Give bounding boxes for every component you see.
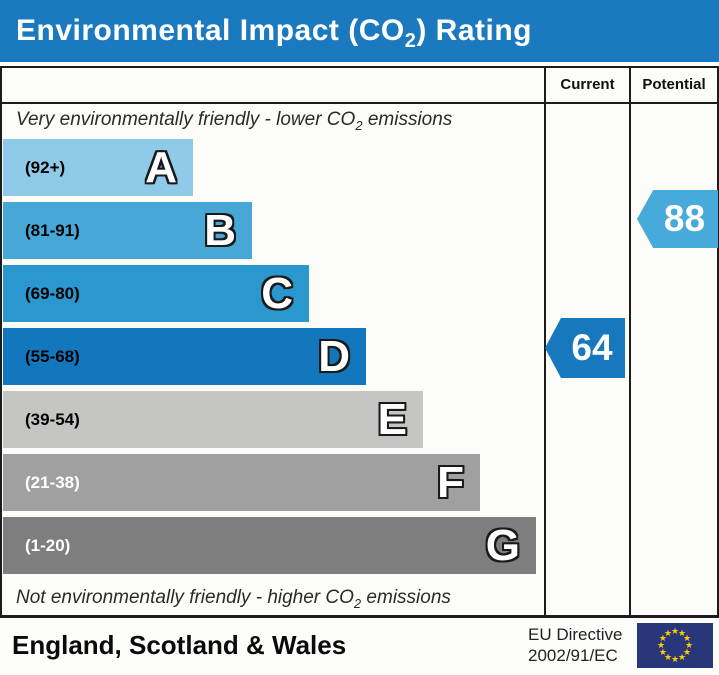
svg-text:★: ★ (657, 641, 665, 651)
band-letter-g: G (485, 521, 520, 570)
chart-title-bar: Environmental Impact (CO2) Rating (0, 0, 719, 62)
band-range-b: (81-91) (25, 220, 80, 240)
band-row-f: (21-38) F (3, 454, 536, 511)
scale-note-top: Very environmentally friendly - lower CO… (16, 109, 453, 133)
band-range-d: (55-68) (25, 346, 80, 366)
band-bar-g: (1-20) G (3, 517, 536, 574)
header-divider-line (0, 102, 719, 104)
band-row-b: (81-91) B (3, 202, 536, 259)
svg-text:★: ★ (659, 648, 667, 658)
band-row-e: (39-54) E (3, 391, 536, 448)
band-range-a: (92+) (25, 157, 66, 177)
current-rating-arrow: 64 (545, 318, 625, 378)
band-letter-c: C (261, 269, 293, 318)
svg-text:★: ★ (664, 653, 672, 663)
chart-title: Environmental Impact (CO2) Rating (16, 14, 533, 52)
band-letter-e: E (377, 395, 407, 444)
potential-rating-arrow: 88 (637, 190, 718, 248)
footer-divider-line (0, 615, 719, 618)
svg-text:★: ★ (671, 627, 679, 637)
footer: England, Scotland & Wales EU Directive 2… (0, 618, 719, 675)
scale-note-bottom: Not environmentally friendly - higher CO… (16, 587, 451, 611)
eu-flag-icon: ★ ★ ★ ★ ★ ★ ★ ★ ★ ★ ★ ★ (637, 623, 713, 668)
svg-text:★: ★ (659, 634, 667, 644)
svg-text:★: ★ (678, 629, 686, 639)
svg-text:★: ★ (683, 648, 691, 658)
column-header-current: Current (560, 75, 615, 93)
band-letter-a: A (145, 143, 177, 192)
current-column-divider (544, 66, 546, 615)
rating-bands: (92+) A (81-91) B (69-80) C (55-68) D (3 (3, 139, 536, 580)
band-bar-e: (39-54) E (3, 391, 423, 448)
eu-directive-label: EU Directive 2002/91/EC (528, 624, 622, 666)
band-bar-a: (92+) A (3, 139, 193, 196)
svg-text:★: ★ (683, 634, 691, 644)
svg-text:★: ★ (678, 653, 686, 663)
band-row-c: (69-80) C (3, 265, 536, 322)
band-bar-d: (55-68) D (3, 328, 366, 385)
band-letter-f: F (437, 458, 464, 507)
band-bar-c: (69-80) C (3, 265, 309, 322)
eu-directive-line1: EU Directive (528, 625, 623, 644)
column-header-potential: Potential (642, 75, 706, 93)
band-bar-f: (21-38) F (3, 454, 480, 511)
band-row-d: (55-68) D (3, 328, 536, 385)
band-letter-b: B (204, 206, 236, 255)
svg-text:★: ★ (671, 655, 679, 665)
band-row-a: (92+) A (3, 139, 536, 196)
band-range-g: (1-20) (25, 535, 71, 555)
band-row-g: (1-20) G (3, 517, 536, 574)
footer-region-label: England, Scotland & Wales (12, 630, 347, 660)
current-rating-value: 64 (571, 327, 613, 368)
svg-text:★: ★ (685, 641, 693, 651)
svg-text:★: ★ (664, 629, 672, 639)
eu-directive-line2: 2002/91/EC (528, 646, 618, 665)
potential-column-divider (629, 66, 631, 615)
band-bar-b: (81-91) B (3, 202, 252, 259)
band-letter-d: D (318, 332, 350, 381)
band-range-f: (21-38) (25, 472, 80, 492)
band-range-c: (69-80) (25, 283, 80, 303)
band-range-e: (39-54) (25, 409, 80, 429)
potential-rating-value: 88 (663, 198, 706, 239)
